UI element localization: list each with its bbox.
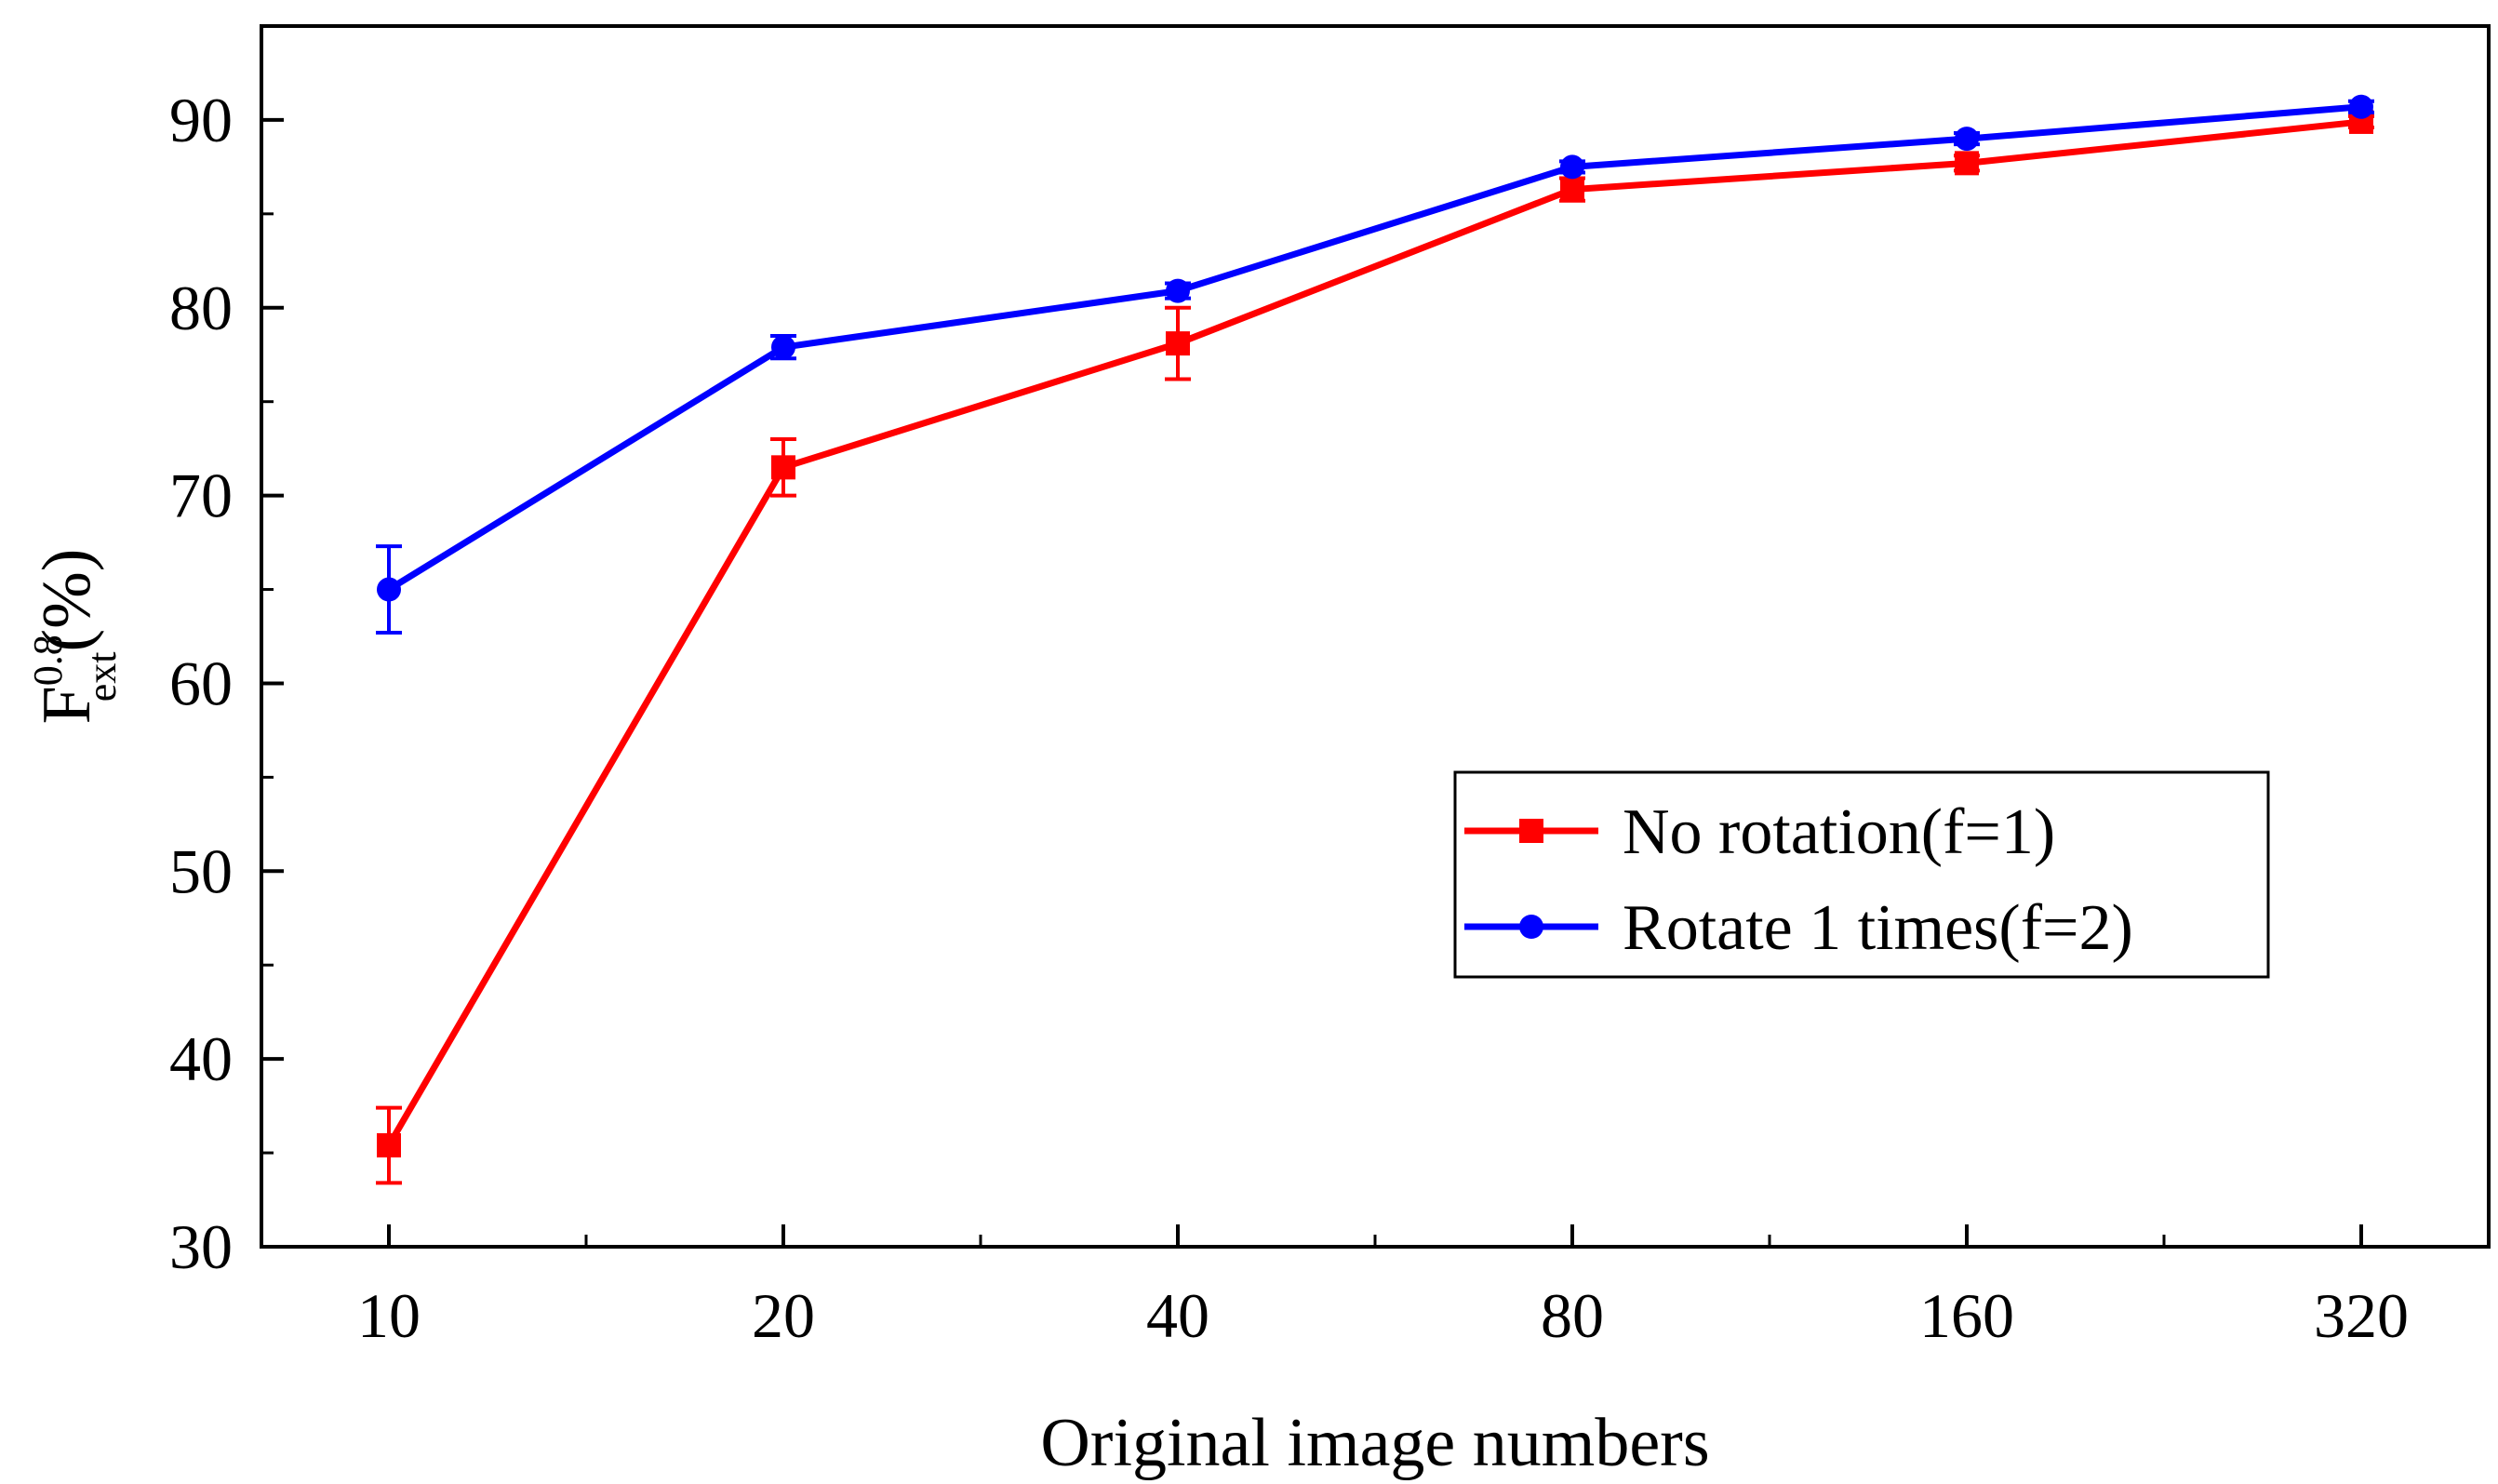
data-point-rotate — [1166, 278, 1190, 303]
x-axis: 10 20 40 80 160 320 — [357, 1224, 2409, 1351]
legend-label-no-rotation: No rotation(f=1) — [1623, 796, 2055, 868]
y-tick-label: 50 — [169, 836, 233, 906]
data-point-rotate — [2349, 94, 2373, 119]
y-axis: 30 40 50 60 70 80 90 — [169, 85, 284, 1282]
y-axis-title: F0.8 ext(%) — [25, 549, 125, 725]
series-no-rotation — [376, 109, 2374, 1185]
data-point-rotate — [1560, 154, 1584, 180]
x-tick-label: 320 — [2314, 1280, 2409, 1351]
y-tick-label: 40 — [169, 1023, 233, 1094]
data-point-no-rotation — [1166, 331, 1190, 356]
data-point-rotate — [377, 577, 401, 602]
series-layer — [376, 94, 2374, 1185]
series-line-rotate — [387, 103, 2362, 593]
legend-box — [1453, 770, 2270, 979]
plot-frame — [260, 24, 2491, 1249]
data-point-no-rotation — [1955, 151, 1979, 176]
data-point-no-rotation — [377, 1133, 401, 1158]
x-tick-label: 10 — [357, 1280, 421, 1351]
x-axis-title: Original image numbers — [1040, 1405, 1709, 1481]
y-axis-title-suffix: (%) — [29, 549, 105, 652]
data-point-no-rotation — [1560, 177, 1584, 202]
series-rotate — [376, 94, 2374, 635]
legend-label-rotate: Rotate 1 times(f=2) — [1623, 892, 2133, 964]
y-axis-title-base: F — [29, 686, 105, 724]
legend-marker-no-rotation — [1519, 819, 1543, 843]
x-tick-label: 160 — [1919, 1280, 2014, 1351]
y-tick-label: 90 — [169, 85, 233, 155]
y-axis-title-superscript: 0.8 — [25, 635, 71, 686]
x-tick-label: 40 — [1146, 1280, 1209, 1351]
data-point-rotate — [1955, 127, 1979, 152]
x-tick-label: 80 — [1541, 1280, 1604, 1351]
y-axis-title-subscript: ext — [79, 652, 125, 702]
legend-marker-rotate — [1519, 915, 1543, 939]
y-tick-label: 30 — [169, 1211, 233, 1282]
series-line-no-rotation — [385, 118, 2362, 1147]
y-tick-label: 70 — [169, 461, 233, 531]
legend: No rotation(f=1) Rotate 1 times(f=2) — [1453, 770, 2270, 979]
data-point-rotate — [771, 335, 795, 360]
y-tick-label: 80 — [169, 273, 233, 343]
data-point-no-rotation — [771, 455, 795, 480]
x-tick-label: 20 — [752, 1280, 815, 1351]
y-tick-label: 60 — [169, 648, 233, 718]
